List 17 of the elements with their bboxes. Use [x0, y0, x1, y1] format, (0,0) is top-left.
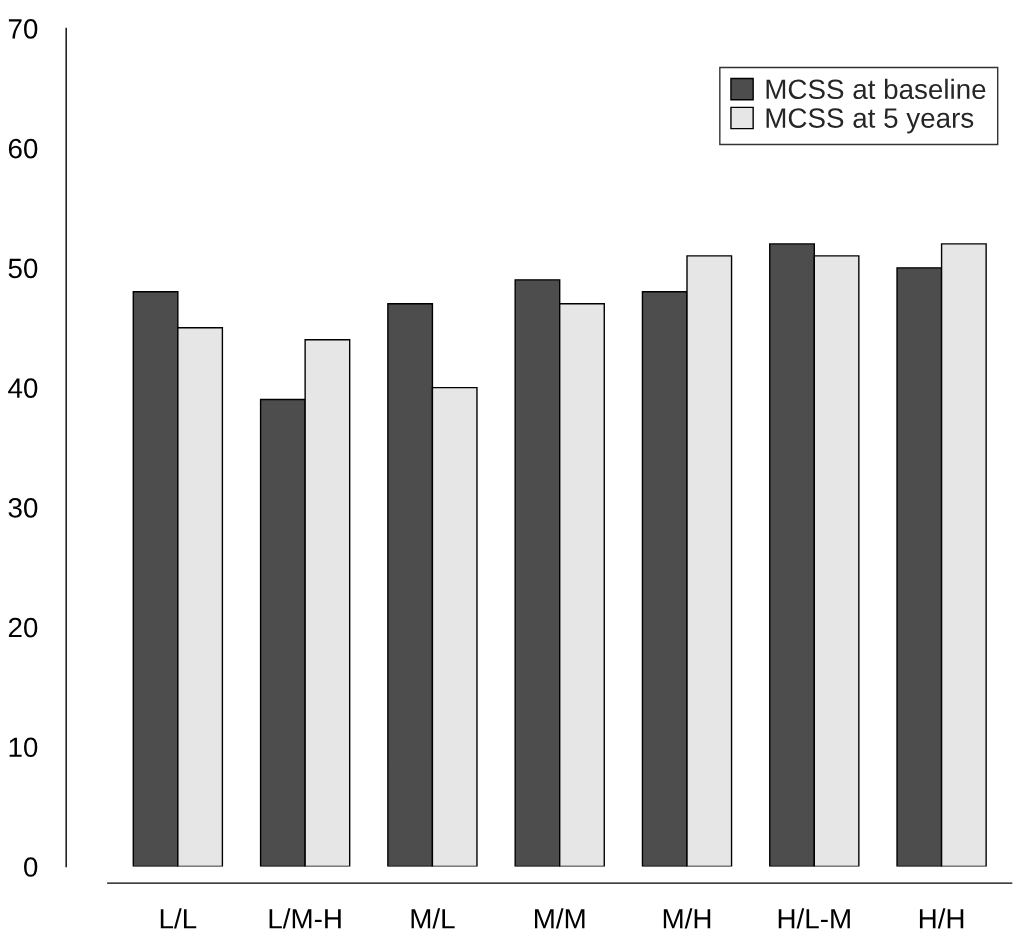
y-tick-label: 60	[8, 138, 38, 159]
legend-label: MCSS at 5 years	[766, 108, 974, 134]
y-tick-label: 30	[8, 497, 38, 518]
x-tick-label: M/L	[411, 908, 455, 929]
y-tick-label: 10	[9, 737, 38, 758]
y-tick-label: 20	[8, 617, 38, 638]
y-tick-label: 40	[8, 378, 38, 398]
y-tick-label: 0	[24, 857, 38, 877]
x-tick-label: M/H	[663, 908, 711, 929]
legend-label: MCSS at baseline	[766, 78, 986, 100]
x-tick-label: L/M-H	[269, 908, 341, 929]
y-tick-label: 70	[8, 19, 38, 39]
x-tick-label: M/M	[535, 908, 585, 929]
x-tick-label: L/L	[160, 908, 197, 929]
y-tick-label: 50	[8, 258, 38, 279]
x-tick-label: H/H	[919, 908, 964, 929]
x-tick-label: H/L-M	[778, 908, 850, 929]
